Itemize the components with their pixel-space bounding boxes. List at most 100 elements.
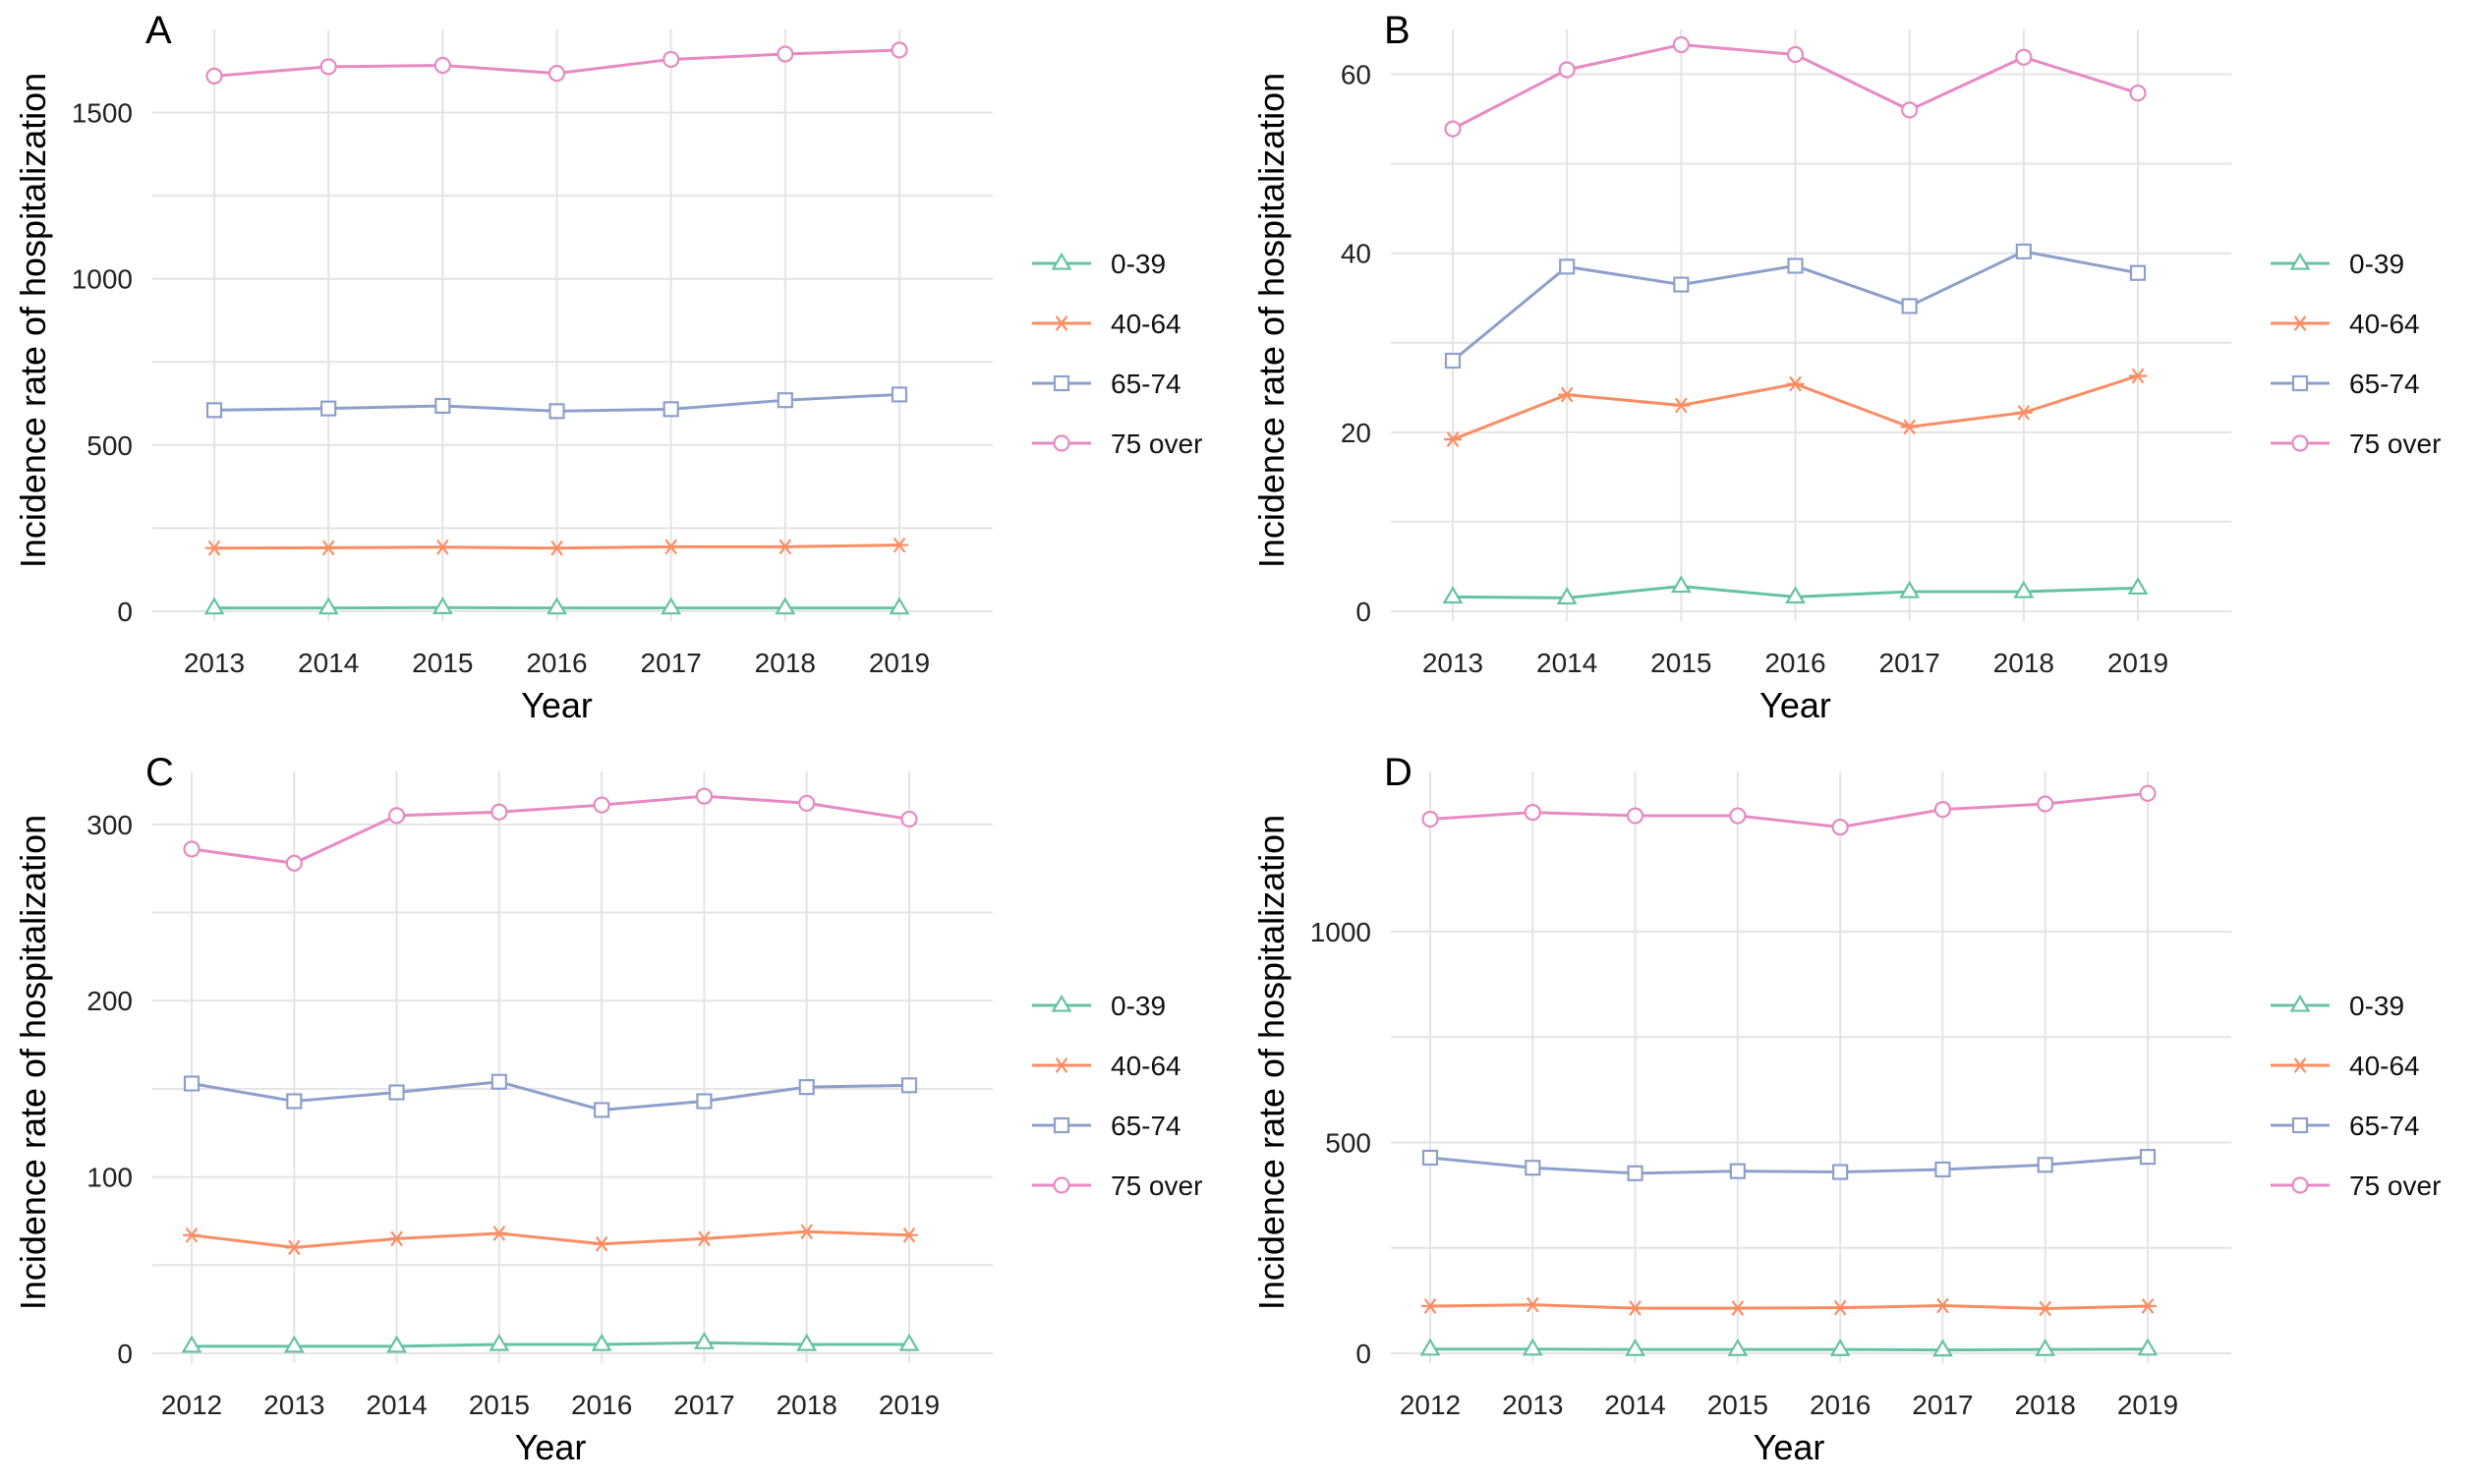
x-tick-label: 2012 [1400,1390,1461,1420]
x-tick-label: 2015 [412,648,473,678]
legend: 0-39 40-64 65-74 75 over [2271,991,2441,1201]
data-point [1831,819,1849,836]
data-point [1442,586,1464,604]
triangle-icon [1051,994,1072,1012]
legend-item: 75 over [2271,428,2441,459]
data-point [798,794,816,812]
y-tick-label: 0 [117,597,133,627]
series-line [191,1080,910,1112]
series-line [1429,1155,2149,1175]
data-point [891,386,908,403]
x-tick-label: 2015 [1650,648,1711,678]
legend-item: 40-64 [1032,1051,1181,1081]
x-tick-label: 2018 [2015,1390,2076,1420]
x-tick-label: 2014 [1604,1390,1665,1420]
data-point [1625,1338,1646,1356]
data-point [285,1239,304,1256]
data-point [2129,264,2147,281]
y-tick-label: 0 [117,1339,133,1369]
x-tick-label: 2016 [526,648,587,678]
asterisk-icon [2291,315,2309,331]
data-point [1785,586,1806,604]
series-line [192,1341,909,1348]
legend-item: 75 over [2271,1170,2441,1201]
legend-item: 65-74 [2271,369,2420,399]
legend-label: 0-39 [1111,249,1166,279]
x-tick-label: 2016 [571,1390,632,1420]
legend-item: 0-39 [2271,249,2404,279]
y-tick-label: 60 [1341,60,1371,90]
data-point [662,401,679,418]
data-point [1727,1338,1749,1356]
data-point [1626,807,1644,825]
data-point [2015,243,2032,259]
legend-item: 65-74 [1032,1111,1181,1141]
y-tick-label: 0 [1355,1339,1371,1369]
chart-panel-c: C 0 100 200 300 2012 2013 2014 2015 2016 2017 2018 2… [0,742,1238,1484]
data-point [1419,1338,1441,1356]
x-tick-label: 2019 [869,648,930,678]
data-point [1524,804,1541,822]
data-point [205,402,223,419]
data-point [1558,386,1577,403]
circle-icon [2291,434,2309,452]
data-point [693,1332,715,1349]
legend-item: 0-39 [1032,249,1166,279]
data-point [203,597,225,615]
data-point [205,540,223,556]
legend-label: 65-74 [1111,1111,1181,1141]
data-point [2139,1298,2157,1314]
x-tick-label: 2013 [1422,648,1483,678]
data-point [1421,1298,1439,1314]
data-point [319,58,337,76]
data-point [1934,1161,1951,1178]
data-point [181,1335,202,1353]
data-point [593,1235,611,1252]
x-tick-label: 2013 [1502,1390,1563,1420]
data-point [777,45,794,63]
legend-item: 75 over [1032,428,1202,459]
data-point [891,41,908,59]
x-tick-label: 2015 [469,1390,530,1420]
data-point [2129,85,2147,102]
series-line [191,794,910,865]
data-point [1787,257,1804,274]
legend-item: 65-74 [2271,1111,2420,1141]
x-tick-label: 2019 [879,1390,940,1420]
data-point [1901,298,1918,314]
data-point [2014,404,2033,421]
legend-label: 40-64 [2349,309,2420,339]
data-point [2013,580,2035,599]
legend-label: 75 over [1111,1170,1202,1201]
legend-item: 0-39 [2271,991,2404,1021]
data-point [1627,1165,1643,1181]
triangle-icon [1051,252,1072,270]
x-tick-label: 2016 [1764,648,1825,678]
x-tick-label: 2018 [777,1390,837,1420]
data-point [1556,587,1578,605]
triangle-icon [2289,252,2311,270]
legend-label: 65-74 [2349,369,2420,399]
series-line [191,1229,910,1249]
data-point [548,403,565,420]
data-point [1626,1300,1644,1316]
data-point [1832,1164,1849,1180]
legend: 0-39 40-64 65-74 75 over [1032,249,1202,459]
data-point [777,392,793,409]
data-point [891,537,908,553]
square-icon [2291,374,2309,392]
legend-label: 40-64 [2349,1051,2420,1081]
data-point [386,1335,408,1353]
data-point [797,1224,816,1240]
data-point [490,1226,508,1241]
y-tick-label: 300 [86,810,133,840]
data-point [696,1093,713,1110]
data-point [1559,258,1576,275]
square-icon [2291,1116,2309,1134]
data-point [889,597,910,615]
asterisk-icon [1053,1057,1070,1073]
data-point [1673,276,1690,293]
data-point [489,1333,510,1351]
data-point [490,1073,507,1090]
data-point [1931,1339,1953,1357]
